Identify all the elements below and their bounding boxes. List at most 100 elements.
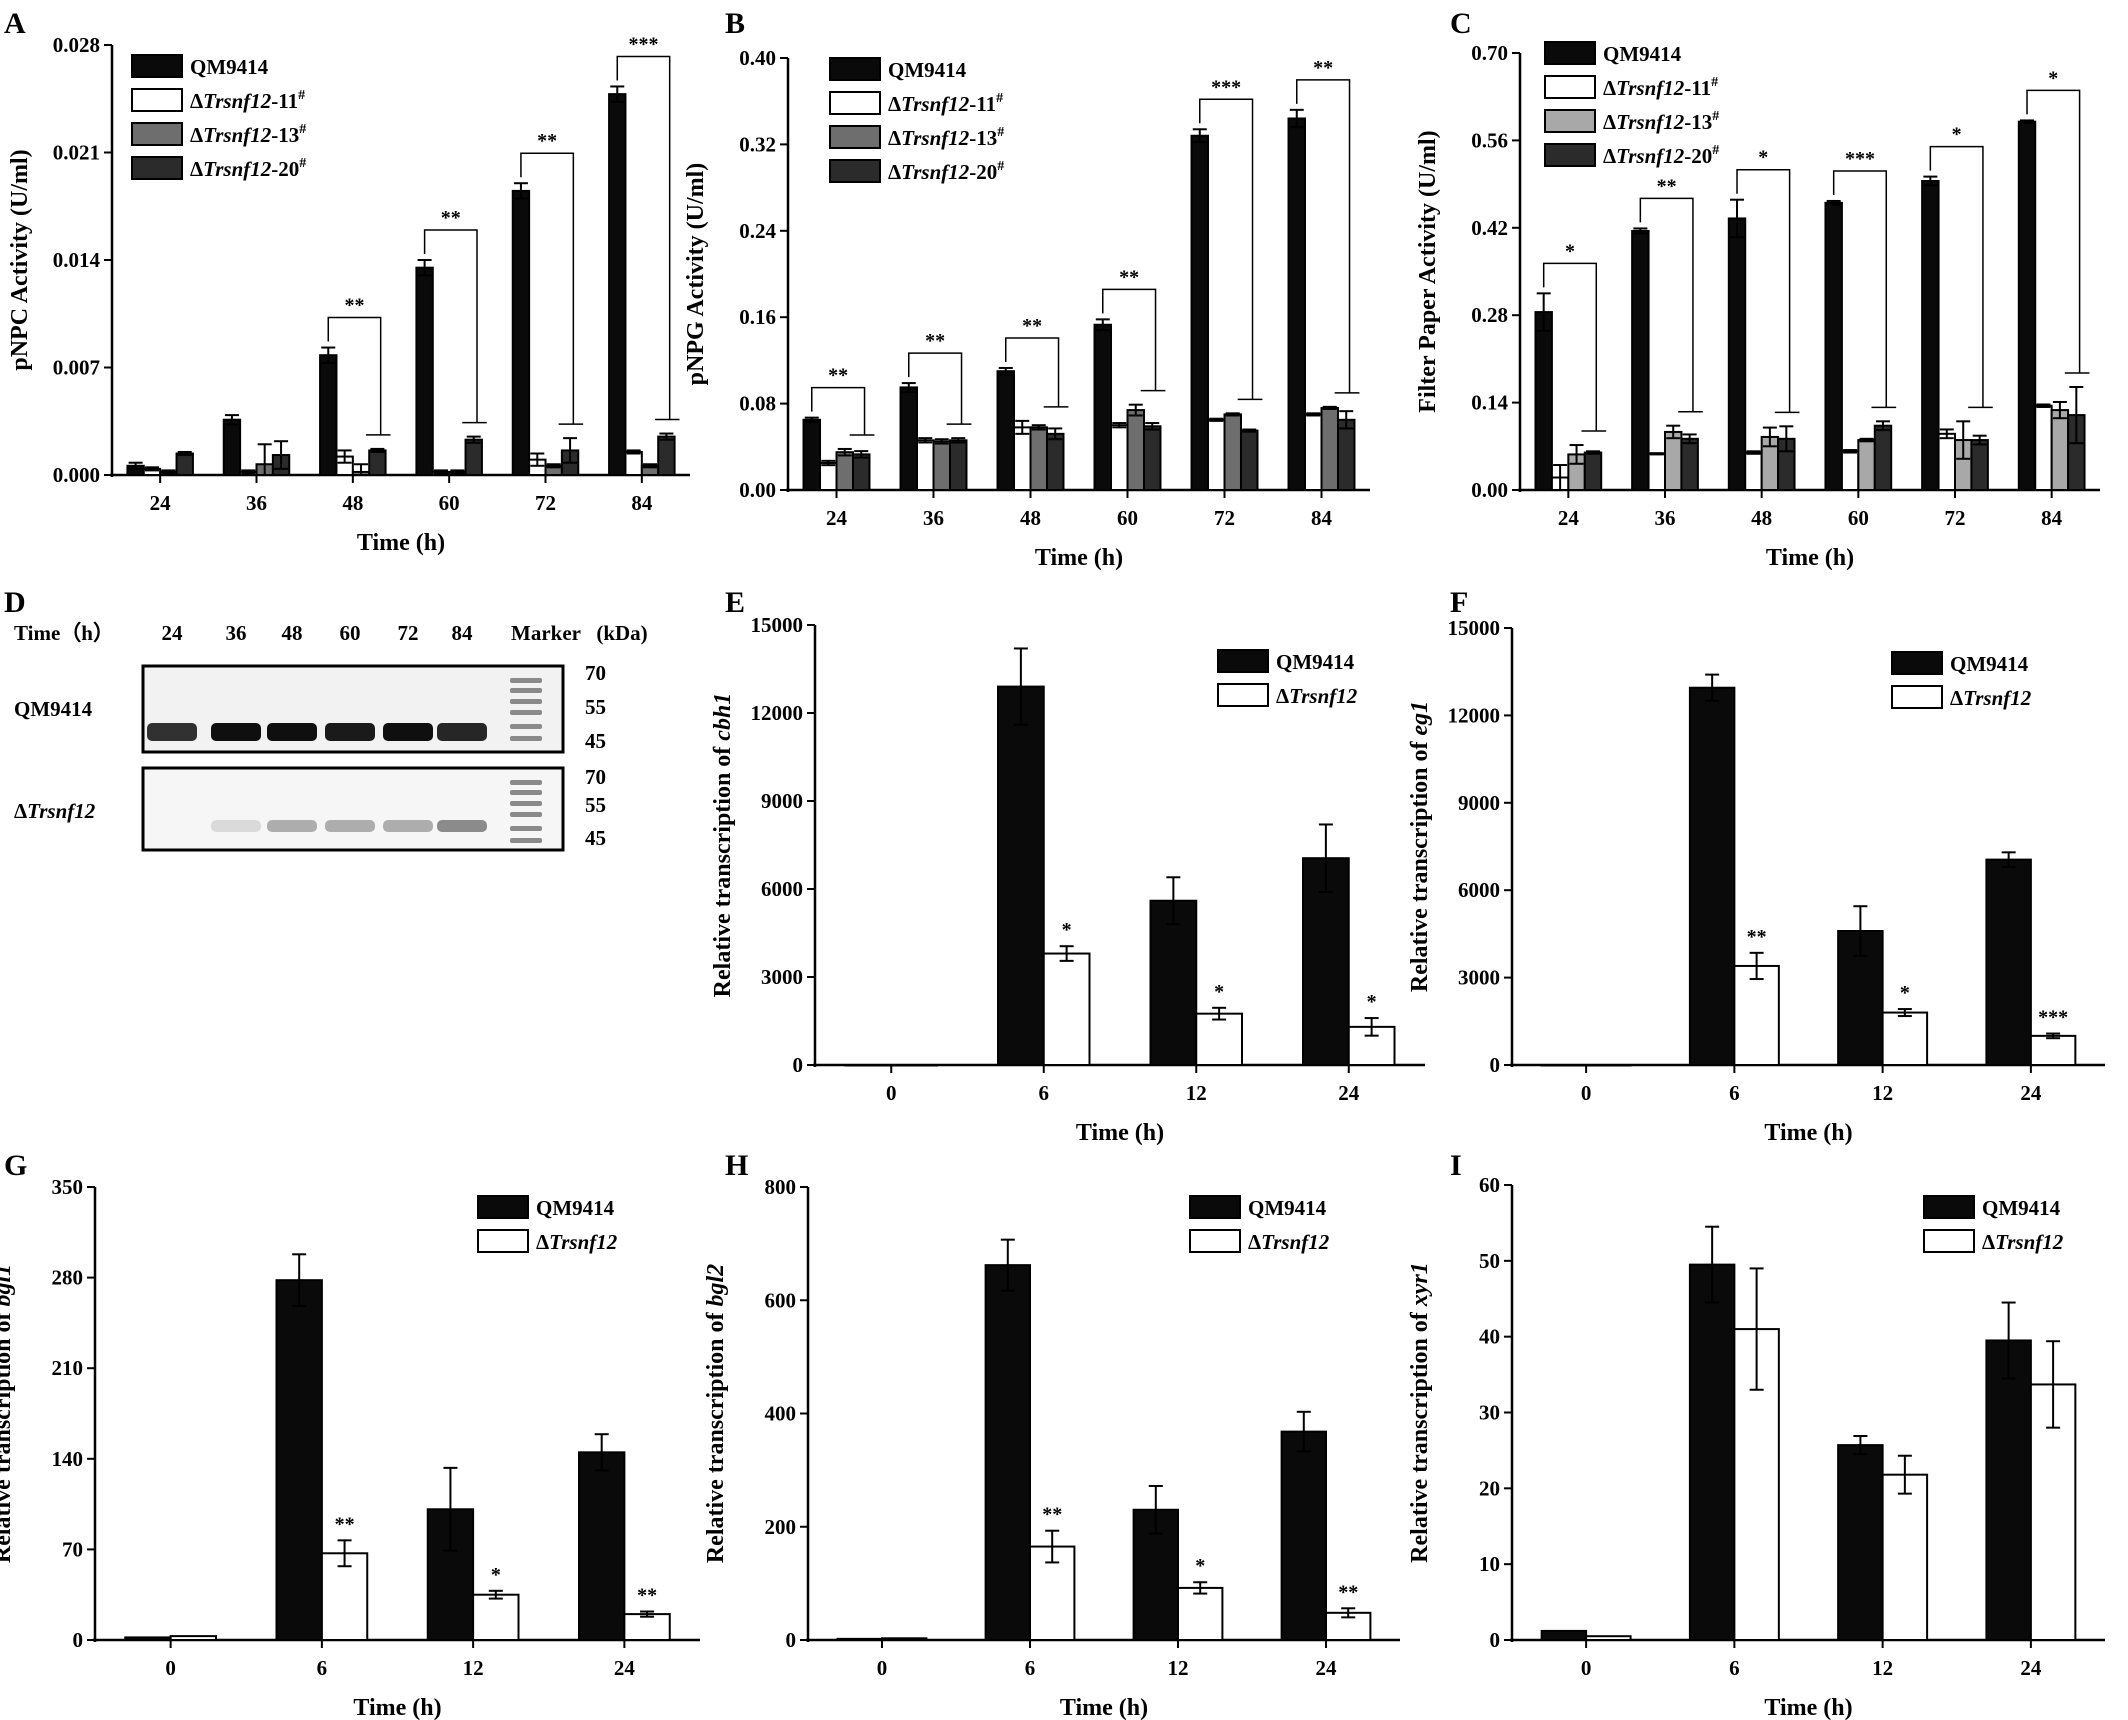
bar xyxy=(2029,1034,2077,1067)
chart-panel-c: C 0.00 0.14 0.28 0.42 0.56 0.70 Filter Paper Ac… xyxy=(1415,7,2100,571)
legend-swatch xyxy=(1544,143,1596,167)
panel-letter-f: F xyxy=(1450,586,1468,619)
chart-panel-a: A 0.000 0.007 0.014 0.021 0.028 pNPC Activity … xyxy=(4,7,690,556)
y-tick-label: 0 xyxy=(1490,1053,1501,1077)
y-tick-label: 15000 xyxy=(751,613,804,637)
x-axis-label: Time (h) xyxy=(1060,1695,1148,1720)
bar xyxy=(1921,179,1940,491)
x-tick-label: 60 xyxy=(439,491,460,515)
x-tick-label: 60 xyxy=(1117,506,1138,530)
blot-header-label: 36 xyxy=(226,621,247,645)
x-tick-label: 72 xyxy=(1945,506,1966,530)
legend-label: QM9414 xyxy=(190,55,269,79)
bar xyxy=(1727,217,1747,492)
y-tick-label: 50 xyxy=(1479,1249,1500,1273)
y-tick-label: 140 xyxy=(52,1447,84,1471)
bar xyxy=(415,266,434,476)
significance-mark: ** xyxy=(1747,926,1767,948)
panel-letter-a: A xyxy=(4,7,26,40)
legend-swatch xyxy=(1891,651,1943,675)
x-tick-label: 84 xyxy=(2041,506,2063,530)
bar xyxy=(1029,426,1048,491)
y-tick-label: 0 xyxy=(786,1628,797,1652)
y-tick-label: 0.56 xyxy=(1471,128,1508,152)
bar xyxy=(472,1593,520,1641)
significance-mark: * xyxy=(1565,240,1575,262)
significance-mark: ** xyxy=(441,207,461,229)
legend-label: ΔTrsnf12-13# xyxy=(190,122,306,147)
y-tick-label: 350 xyxy=(52,1175,84,1199)
blot-band xyxy=(437,723,487,741)
marker-ladder-band xyxy=(510,678,542,683)
legend-swatch xyxy=(829,159,881,183)
y-tick-label: 0.32 xyxy=(739,132,776,156)
panel-letter-d: D xyxy=(4,586,26,619)
blot-header-label: 84 xyxy=(452,621,474,645)
x-tick-label: 6 xyxy=(1025,1656,1036,1680)
y-tick-label: 0.40 xyxy=(739,46,776,70)
bar xyxy=(222,418,242,477)
bar xyxy=(1110,424,1129,492)
x-tick-label: 36 xyxy=(1655,506,1676,530)
significance-bracket xyxy=(520,152,575,425)
y-tick-label: 6000 xyxy=(1458,878,1500,902)
blot-header-label: Marker xyxy=(511,621,581,645)
y-tick-label: 12000 xyxy=(1448,703,1501,727)
significance-mark: *** xyxy=(1845,148,1875,170)
x-axis-label: Time (h) xyxy=(353,1695,441,1720)
x-tick-label: 0 xyxy=(1581,1656,1592,1680)
y-axis-label: pNPG Activity (U/ml) xyxy=(683,163,709,386)
x-tick-label: 12 xyxy=(1168,1656,1189,1680)
significance-mark: ** xyxy=(537,130,557,152)
legend-label: QM9414 xyxy=(1950,652,2029,676)
x-axis-label: Time (h) xyxy=(1035,545,1123,571)
bar xyxy=(1540,1629,1588,1642)
blot-header-label: Time（h） xyxy=(14,621,114,645)
legend-swatch xyxy=(829,91,881,115)
x-tick-label: 84 xyxy=(631,491,653,515)
y-tick-label: 0 xyxy=(1490,1628,1501,1652)
blot-band xyxy=(437,820,487,832)
chart-panel-h: H 0 200 400 600 800 Relative transcription of … xyxy=(703,1149,1400,1720)
bar xyxy=(1647,452,1666,492)
bar xyxy=(2017,120,2037,492)
legend-swatch xyxy=(1544,109,1596,133)
bar xyxy=(275,1279,323,1642)
legend-label: ΔTrsnf12-13# xyxy=(1603,109,1719,134)
significance-mark: *** xyxy=(1211,76,1241,98)
blot-membrane xyxy=(141,766,565,852)
bar xyxy=(1680,437,1699,491)
legend-swatch xyxy=(131,88,183,112)
significance-mark: * xyxy=(2048,67,2058,89)
x-tick-label: 48 xyxy=(1020,506,1041,530)
x-tick-label: 24 xyxy=(150,491,172,515)
y-tick-label: 400 xyxy=(765,1402,797,1426)
x-tick-label: 72 xyxy=(535,491,556,515)
legend-label: ΔTrsnf12 xyxy=(1982,1230,2064,1254)
bar xyxy=(819,462,838,491)
blot-band xyxy=(325,723,375,741)
legend-swatch xyxy=(131,54,183,78)
x-tick-label: 36 xyxy=(246,491,267,515)
bar xyxy=(578,1451,626,1642)
bar xyxy=(1985,858,2032,1066)
bar xyxy=(169,1635,217,1642)
legend-label: QM9414 xyxy=(1982,1196,2061,1220)
y-tick-label: 0.16 xyxy=(739,305,776,329)
bar xyxy=(1280,1430,1327,1641)
significance-bracket xyxy=(1005,337,1060,407)
y-tick-label: 6000 xyxy=(761,877,803,901)
x-tick-label: 84 xyxy=(1311,506,1333,530)
legend-swatch xyxy=(1189,1195,1241,1219)
significance-mark: *** xyxy=(2038,1007,2068,1029)
y-axis-label: Relative transcription of eg1 xyxy=(1407,701,1433,992)
bar xyxy=(1881,1011,1929,1066)
legend-swatch xyxy=(1891,685,1943,709)
significance-mark: *** xyxy=(628,33,658,55)
y-axis-label: Relative transcription of cbh1 xyxy=(710,693,736,998)
bar xyxy=(997,685,1045,1066)
legend-label: QM9414 xyxy=(888,58,967,82)
blot-band xyxy=(211,723,261,741)
y-tick-label: 0.08 xyxy=(739,392,776,416)
bar xyxy=(1336,418,1356,491)
